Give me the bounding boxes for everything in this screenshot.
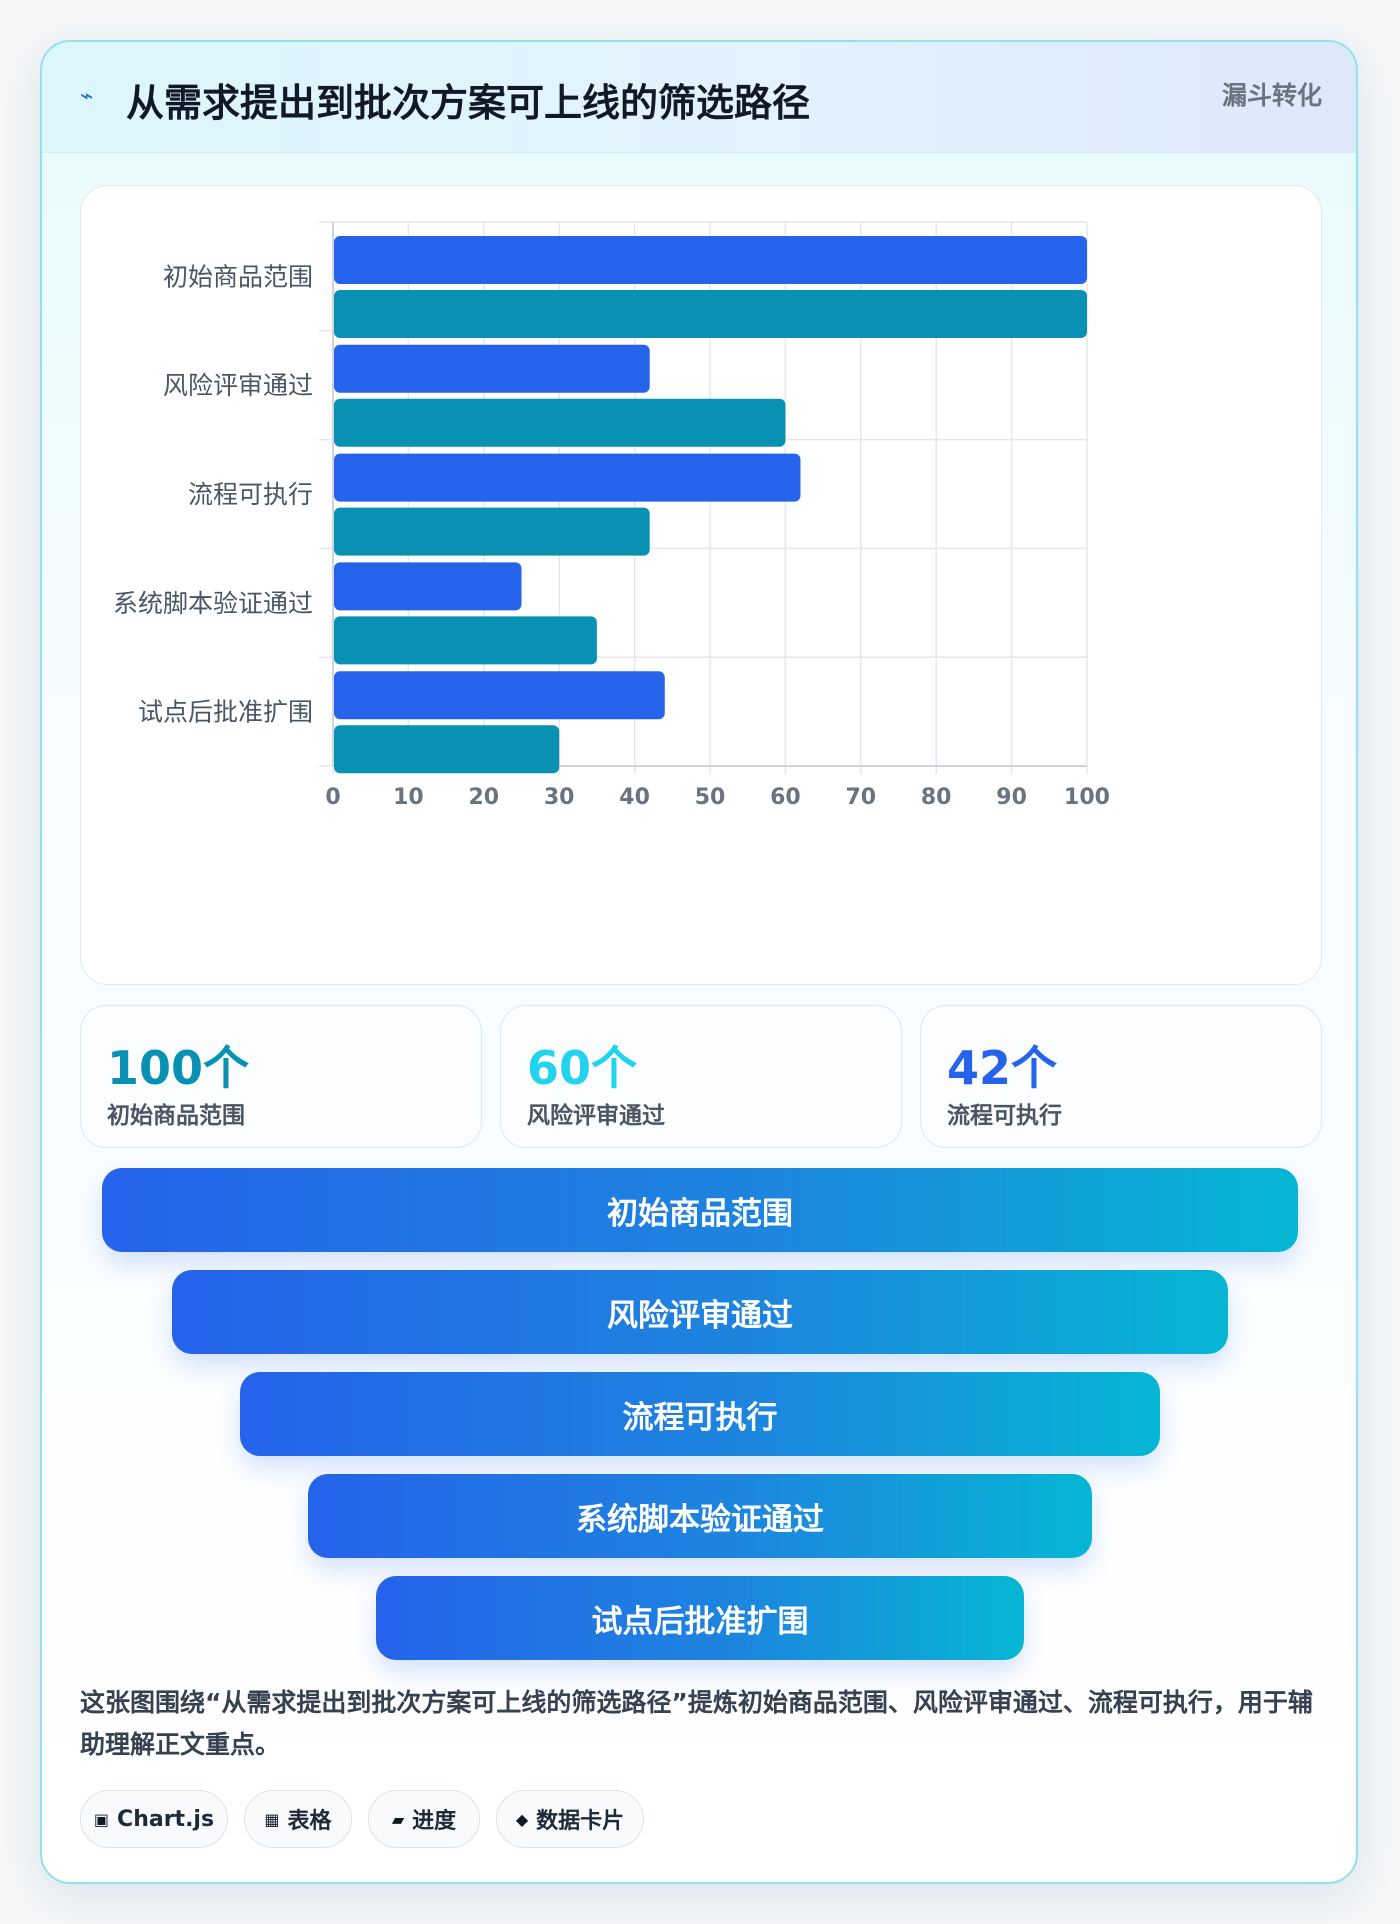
stat-value: 42个 — [947, 1041, 1058, 1095]
page-title: 从需求提出到批次方案可上线的筛选路径 — [126, 81, 811, 125]
y-tick-label: 风险评审通过 — [163, 371, 313, 400]
x-tick-label: 10 — [393, 785, 424, 810]
bar — [334, 398, 786, 447]
funnel-stage-5: 试点后批准扩围 — [376, 1576, 1024, 1660]
stat-card-1: 100个 初始商品范围 — [80, 1005, 482, 1148]
infographic-card: ⌁ 从需求提出到批次方案可上线的筛选路径 漏斗转化 0 10 20 30 40 50 60 7… — [40, 40, 1358, 1884]
bar — [334, 725, 560, 774]
x-tick-label: 80 — [921, 785, 952, 810]
chip-label: Chart.js — [117, 1806, 215, 1832]
stat-value: 60个 — [527, 1041, 638, 1095]
bar — [334, 290, 1087, 338]
y-tick-label: 系统脚本验证通过 — [113, 589, 313, 618]
category-badge: 漏斗转化 — [1221, 81, 1322, 110]
stat-label: 风险评审通过 — [527, 1103, 665, 1129]
progress-icon: ▰ — [391, 1809, 405, 1829]
stat-card-3: 42个 流程可执行 — [920, 1005, 1322, 1148]
y-tick-label: 试点后批准扩围 — [138, 698, 313, 727]
x-tick-label: 30 — [544, 785, 575, 810]
x-tick-label: 60 — [770, 785, 801, 810]
bar — [334, 507, 650, 556]
stat-card-2: 60个 风险评审通过 — [500, 1005, 902, 1148]
chip-progress[interactable]: ▰ 进度 — [368, 1790, 480, 1848]
y-tick-label: 流程可执行 — [188, 480, 313, 509]
bar-chart: 0 10 20 30 40 50 60 70 80 90 100 初始商品范围风险评审通过流程可执行系… — [113, 221, 1110, 810]
table-icon: ▦ — [264, 1809, 280, 1829]
x-tick-label: 50 — [695, 785, 726, 810]
x-tick-label: 40 — [619, 785, 650, 810]
bar — [334, 236, 1087, 284]
card-header: ⌁ 从需求提出到批次方案可上线的筛选路径 漏斗转化 — [42, 42, 1356, 153]
bar — [334, 562, 522, 611]
x-tick-label: 70 — [845, 785, 876, 810]
bar — [334, 344, 650, 393]
x-tick-label: 90 — [996, 785, 1027, 810]
stat-value: 100个 — [107, 1041, 250, 1095]
stat-label: 初始商品范围 — [107, 1103, 245, 1129]
chip-label: 数据卡片 — [536, 1809, 625, 1834]
stat-label: 流程可执行 — [947, 1103, 1062, 1129]
lightning-icon: ⌁ — [80, 84, 94, 109]
chart-description: 这张图围绕“从需求提出到批次方案可上线的筛选路径”提炼初始商品范围、风险评审通过… — [80, 1688, 1313, 1759]
funnel-stage-4: 系统脚本验证通过 — [308, 1474, 1092, 1558]
chip-table[interactable]: ▦ 表格 — [244, 1790, 352, 1848]
diamond-icon: ◆ — [515, 1809, 529, 1829]
y-tick-label: 初始商品范围 — [163, 262, 313, 291]
x-tick-label: 0 — [325, 785, 340, 810]
chip-label: 进度 — [412, 1809, 457, 1834]
chart-icon: ▣ — [93, 1809, 110, 1829]
bar-chart-panel: 0 10 20 30 40 50 60 70 80 90 100 初始商品范围 风险评审通过流程可执行系… — [80, 185, 1322, 985]
chip-label: 表格 — [287, 1809, 332, 1834]
x-tick-label: 20 — [468, 785, 499, 810]
bar — [334, 616, 597, 665]
x-tick-label: 100 — [1064, 785, 1110, 810]
chip-data-card[interactable]: ◆ 数据卡片 — [496, 1790, 644, 1848]
bar — [334, 671, 665, 720]
funnel-stage-3: 流程可执行 — [240, 1372, 1160, 1456]
bar — [334, 453, 801, 502]
funnel-stage-1: 初始商品范围 — [102, 1168, 1298, 1252]
chip-chartjs[interactable]: ▣ Chart.js — [80, 1790, 228, 1848]
funnel-stage-2: 风险评审通过 — [172, 1270, 1228, 1354]
